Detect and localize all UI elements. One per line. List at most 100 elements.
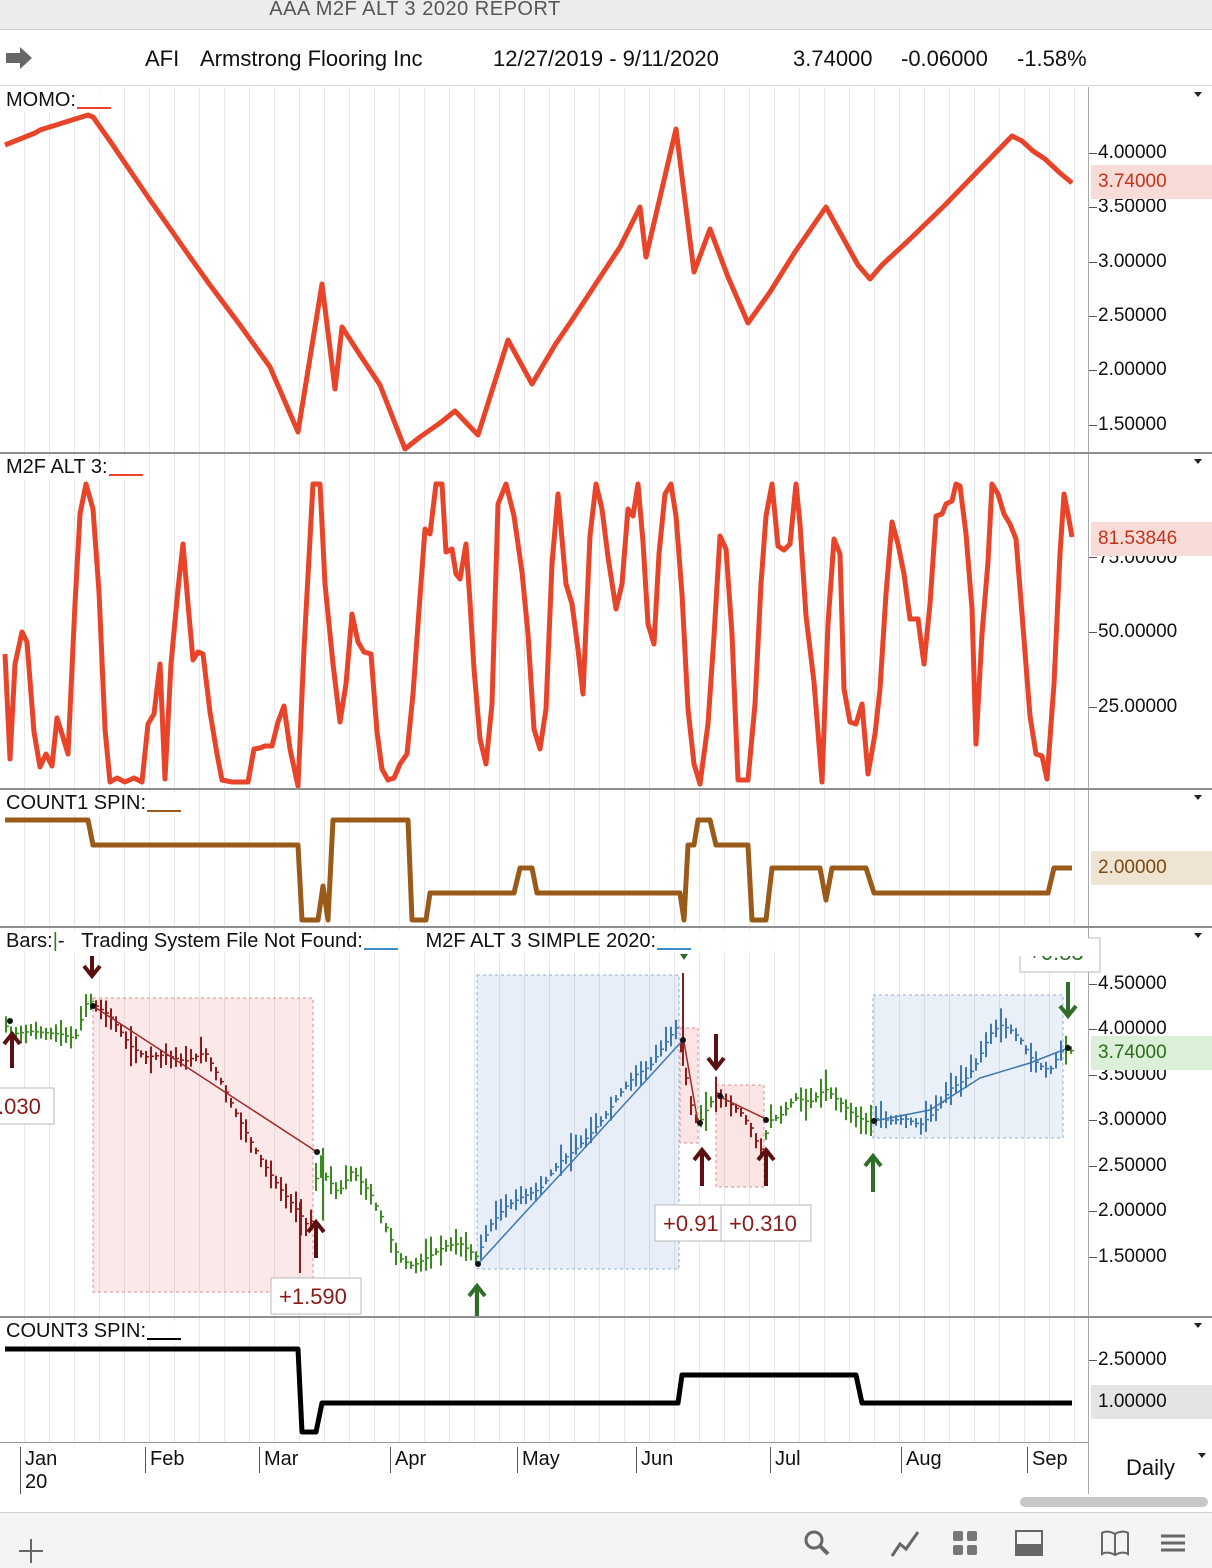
long-trend-line bbox=[477, 1039, 684, 1265]
trade-marker-dot bbox=[90, 1003, 96, 1009]
m2f-label: M2F ALT 3: bbox=[6, 456, 147, 479]
count1-series-line bbox=[5, 817, 1072, 923]
trade-arrow-icon bbox=[306, 1218, 326, 1258]
svg-text:+1.590: +1.590 bbox=[279, 1284, 347, 1309]
bars-tick: 1.50000 bbox=[1098, 1246, 1167, 1267]
momo-tick: 4.00000 bbox=[1098, 142, 1167, 163]
list-icon[interactable] bbox=[1158, 1528, 1188, 1558]
period-selector[interactable]: Daily bbox=[1088, 1442, 1212, 1494]
month-label: Aug bbox=[901, 1447, 942, 1473]
count3-label: COUNT3 SPIN: bbox=[6, 1320, 186, 1343]
count1-label: COUNT1 SPIN: bbox=[6, 792, 186, 815]
symbol: AFI bbox=[145, 46, 180, 71]
trade-marker-dot bbox=[475, 1261, 481, 1267]
trade-marker-dot bbox=[763, 1117, 769, 1123]
count3-menu-icon[interactable] bbox=[1194, 1323, 1202, 1328]
trade-marker-dot bbox=[697, 1120, 703, 1126]
trade-arrow-icon bbox=[756, 1146, 776, 1186]
horizontal-scrollbar[interactable] bbox=[1020, 1497, 1208, 1507]
arrow-right-icon[interactable] bbox=[4, 43, 34, 73]
plus-icon[interactable] bbox=[16, 1536, 46, 1566]
svg-text:+0.91: +0.91 bbox=[663, 1211, 719, 1236]
momo-panel: MOMO: 4.00000 3.50000 3.00000 2.50000 2.… bbox=[0, 87, 1212, 452]
m2f-menu-icon[interactable] bbox=[1194, 459, 1202, 464]
window-titlebar: AAA M2F ALT 3 2020 REPORT bbox=[0, 0, 1212, 30]
count1-panel: COUNT1 SPIN: 2.00000 bbox=[0, 790, 1212, 926]
momo-menu-icon[interactable] bbox=[1194, 92, 1202, 97]
m2f-tick: 50.00000 bbox=[1098, 621, 1178, 642]
short-trend-line bbox=[683, 1041, 699, 1124]
trade-arrow-icon bbox=[680, 954, 688, 960]
company-name: Armstrong Flooring Inc bbox=[200, 46, 423, 71]
momo-tick: 2.50000 bbox=[1098, 305, 1167, 326]
bars-panel: .030+1.590+0.91+0.310+0.83 Bars:|- Tradi… bbox=[0, 928, 1212, 1316]
count3-chart bbox=[5, 1346, 1072, 1435]
svg-text:+0.310: +0.310 bbox=[729, 1211, 797, 1236]
symbol-info-bar: AFI Armstrong Flooring Inc 12/27/2019 - … bbox=[0, 31, 1212, 86]
month-label: Mar bbox=[259, 1447, 298, 1473]
month-label: Sep bbox=[1027, 1447, 1068, 1473]
m2f-series-line bbox=[2, 481, 1075, 789]
count1-menu-icon[interactable] bbox=[1194, 795, 1202, 800]
bars-tick: 4.00000 bbox=[1098, 1018, 1167, 1039]
momo-label: MOMO: bbox=[6, 89, 115, 112]
trade-arrow-icon bbox=[82, 956, 102, 980]
x-axis: Jan Feb Mar Apr May Jun Jul Aug Sep 20 bbox=[0, 1442, 1212, 1494]
trade-marker-dot bbox=[680, 1037, 686, 1043]
m2f-chart bbox=[2, 481, 1075, 789]
trade-arrow-icon bbox=[692, 1146, 712, 1186]
m2f-plot-area bbox=[0, 454, 1088, 788]
momo-chart bbox=[4, 112, 1074, 452]
period-menu-icon[interactable] bbox=[1198, 1453, 1206, 1458]
bars-tick: 4.50000 bbox=[1098, 973, 1167, 994]
date-range: 12/27/2019 - 9/11/2020 bbox=[493, 46, 719, 71]
momo-current-value: 3.74000 bbox=[1091, 165, 1212, 199]
count3-tick: 2.50000 bbox=[1098, 1349, 1167, 1370]
month-label: Jul bbox=[770, 1447, 801, 1473]
trade-arrow-icon bbox=[1058, 982, 1078, 1020]
trade-marker-dot bbox=[314, 1149, 320, 1155]
count3-series-line bbox=[5, 1346, 1072, 1435]
bars-current-value: 3.74000 bbox=[1091, 1036, 1212, 1070]
profit-label: +1.590 bbox=[270, 1277, 362, 1315]
month-label: Feb bbox=[145, 1447, 184, 1473]
trade-arrow-icon bbox=[467, 1282, 487, 1316]
bars-menu-icon[interactable] bbox=[1194, 933, 1202, 938]
momo-plot-area bbox=[0, 87, 1088, 452]
book-icon[interactable] bbox=[1100, 1528, 1130, 1558]
short-trend-line bbox=[92, 1005, 318, 1153]
short-trade-box bbox=[679, 1027, 699, 1144]
bottom-toolbar bbox=[0, 1512, 1212, 1568]
count1-chart bbox=[5, 817, 1072, 923]
month-label: Apr bbox=[390, 1447, 426, 1473]
momo-tick: 1.50000 bbox=[1098, 414, 1167, 435]
trade-arrow-icon bbox=[863, 1152, 883, 1192]
trade-marker-dot bbox=[717, 1093, 723, 1099]
trade-marker-dot bbox=[871, 1118, 877, 1124]
profit-label: +0.91 bbox=[654, 1204, 732, 1242]
panel-icon[interactable] bbox=[1014, 1528, 1044, 1558]
svg-text:.030: .030 bbox=[0, 1094, 41, 1119]
bars-tick: 2.50000 bbox=[1098, 1155, 1167, 1176]
count3-current-value: 1.00000 bbox=[1091, 1385, 1212, 1419]
line-chart-icon[interactable] bbox=[890, 1528, 920, 1558]
month-label: May bbox=[517, 1447, 560, 1473]
month-label: Jan bbox=[20, 1447, 57, 1473]
bars-label: Bars:|- Trading System File Not Found: M… bbox=[6, 930, 776, 953]
search-icon[interactable] bbox=[802, 1528, 832, 1558]
grid-icon[interactable] bbox=[950, 1528, 980, 1558]
window-title: AAA M2F ALT 3 2020 REPORT bbox=[269, 0, 561, 20]
count1-current-value: 2.00000 bbox=[1091, 851, 1212, 885]
month-label: Jun bbox=[636, 1447, 673, 1473]
price-change-pct: -1.58% bbox=[1017, 46, 1087, 71]
last-price: 3.74000 bbox=[793, 46, 873, 71]
m2f-panel: M2F ALT 3: 75.00000 50.00000 25.00000 81… bbox=[0, 454, 1212, 789]
momo-series-line bbox=[4, 112, 1074, 452]
bars-tick: 2.00000 bbox=[1098, 1200, 1167, 1221]
trade-arrow-icon bbox=[706, 1034, 726, 1072]
momo-tick: 3.00000 bbox=[1098, 251, 1167, 272]
short-trade-box bbox=[92, 997, 314, 1293]
momo-tick: 2.00000 bbox=[1098, 359, 1167, 380]
short-trend-line bbox=[717, 1095, 765, 1119]
trade-arrow-icon bbox=[2, 1030, 22, 1068]
